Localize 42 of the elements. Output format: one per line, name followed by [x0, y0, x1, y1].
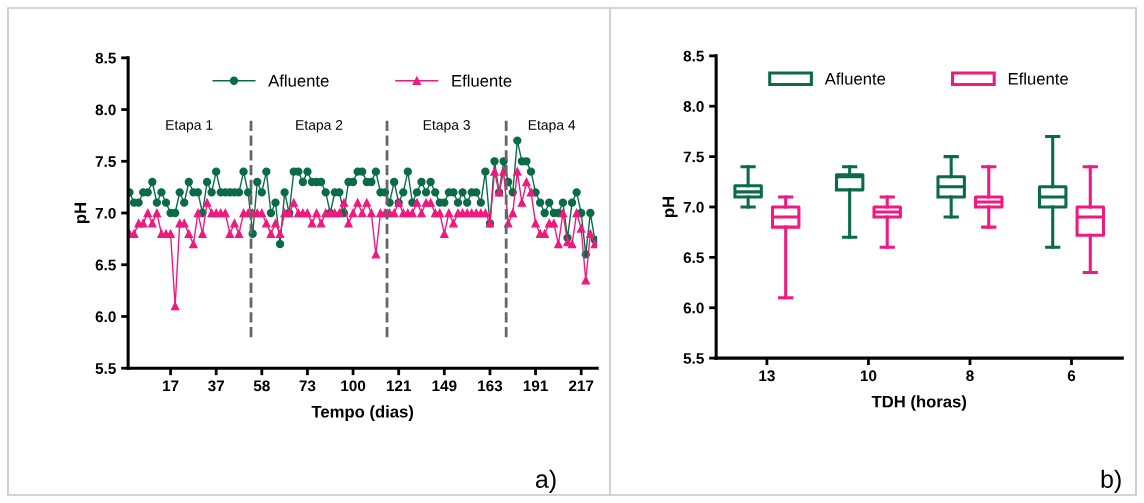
annotation: Etapa 1 — [166, 120, 213, 133]
y-tick-label: 6.0 — [683, 302, 704, 314]
y-tick-label: 8.5 — [95, 52, 116, 64]
y-tick-label: 8.0 — [683, 101, 704, 112]
legend-label: Efluente — [452, 74, 512, 87]
x-tick-label: 163 — [478, 380, 503, 392]
annotation: Etapa 2 — [296, 120, 343, 133]
y-tick-label: 7.0 — [95, 207, 116, 219]
x-tick-label: 17 — [163, 380, 179, 392]
text: b) — [1101, 469, 1121, 493]
x-tick-label: 191 — [523, 380, 548, 392]
legend-label: Afluente — [824, 72, 886, 85]
y-tick-label: 8.5 — [683, 50, 704, 62]
x-tick-label: 37 — [208, 380, 225, 392]
annotation: Etapa 3 — [423, 120, 470, 133]
y-tick-label: 8.0 — [95, 104, 116, 116]
annotation: Etapa 4 — [528, 120, 576, 133]
x-tick-label: 10 — [860, 370, 877, 382]
y-tick-label: 7.5 — [95, 156, 116, 167]
x-tick-label: 6 — [1067, 370, 1076, 382]
legend-label: Afluente — [268, 74, 329, 87]
x-tick-label: 73 — [299, 380, 316, 392]
x-tick-label: 8 — [966, 370, 974, 382]
y-axis-title: pH — [662, 197, 678, 217]
x-tick-label: 217 — [568, 380, 594, 392]
x-tick-label: 13 — [759, 370, 775, 382]
legend-label: Efluente — [1008, 72, 1068, 85]
x-axis-title: TDH (horas) — [871, 395, 967, 411]
y-axis-title: pH — [74, 203, 90, 224]
x-tick-label: 149 — [432, 380, 457, 392]
x-tick-label: 58 — [253, 380, 270, 392]
y-tick-label: 6.5 — [683, 252, 704, 264]
x-tick-label: 100 — [341, 380, 366, 392]
text: a) — [535, 469, 556, 493]
y-tick-label: 7.5 — [683, 151, 704, 163]
y-tick-label: 7.0 — [683, 201, 704, 213]
y-tick-label: 5.5 — [683, 353, 704, 364]
y-tick-label: 6.5 — [95, 259, 116, 271]
y-tick-label: 5.5 — [95, 363, 116, 374]
x-axis-title: Tempo (dias) — [311, 405, 414, 421]
x-tick-label: 121 — [386, 380, 412, 392]
y-tick-label: 6.0 — [95, 311, 116, 323]
